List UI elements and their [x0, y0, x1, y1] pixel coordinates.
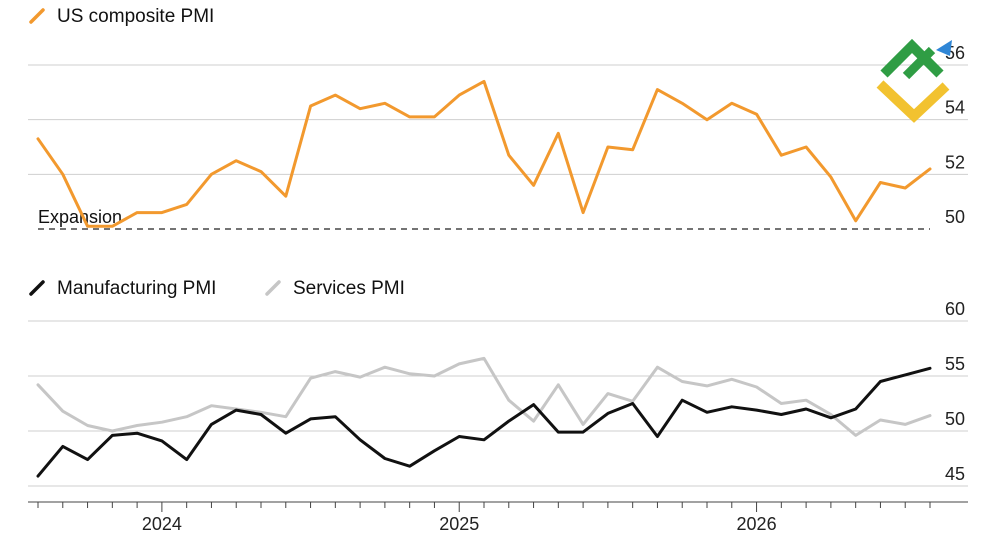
- composite-series-lines: [36, 79, 932, 228]
- sector-series-lines: [36, 356, 932, 478]
- legend-swatch-composite: [29, 8, 45, 24]
- x-axis-tick-labels: 2024 2025 2026: [142, 514, 777, 534]
- composite-legend: US composite PMI: [29, 6, 214, 27]
- x-axis-ticks: [37, 502, 931, 512]
- logo-green-chevron: [880, 38, 944, 78]
- series-line-composite: [36, 79, 932, 228]
- y-tick-label: 54: [945, 98, 965, 118]
- sector-y-tick-labels: 45 50 55 60: [945, 299, 965, 484]
- legend-label-services: Services PMI: [293, 278, 405, 299]
- sector-legend: Manufacturing PMI Services PMI: [29, 278, 405, 299]
- x-tick-label: 2024: [142, 514, 182, 534]
- legend-swatch-services: [265, 280, 281, 296]
- x-tick-label: 2025: [439, 514, 479, 534]
- y-tick-label: 55: [945, 354, 965, 374]
- y-tick-label: 45: [945, 464, 965, 484]
- series-line-manufacturing: [36, 366, 932, 478]
- x-tick-label: 2026: [737, 514, 777, 534]
- y-tick-label: 60: [945, 299, 965, 319]
- logo-blue-arrow: [936, 40, 952, 56]
- expansion-label: Expansion: [38, 207, 122, 227]
- logo-yellow-chevron: [876, 80, 950, 123]
- logo-green-bar: [902, 46, 936, 80]
- series-line-services: [36, 356, 932, 437]
- legend-label-composite: US composite PMI: [57, 6, 214, 27]
- y-tick-label: 50: [945, 207, 965, 227]
- y-tick-label: 50: [945, 409, 965, 429]
- legend-label-manufacturing: Manufacturing PMI: [57, 278, 216, 299]
- sector-gridlines: [28, 320, 968, 487]
- y-tick-label: 52: [945, 152, 965, 172]
- legend-swatch-manufacturing: [29, 280, 45, 296]
- brand-logo-icon: [876, 38, 952, 123]
